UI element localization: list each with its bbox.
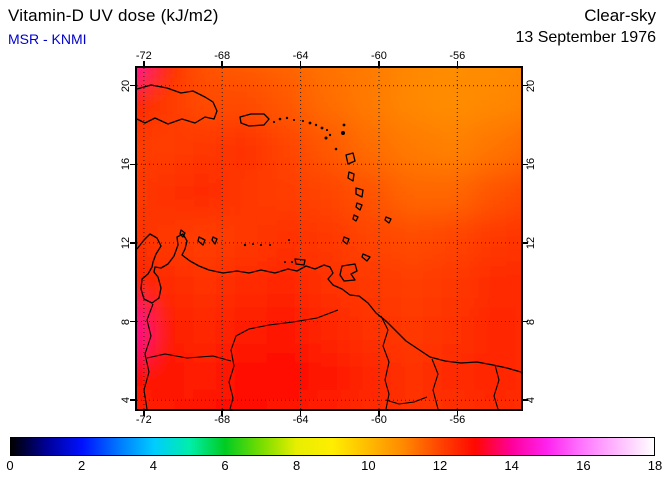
colorbar-gradient [11,438,654,455]
axis-tick [378,411,380,416]
page-title: Vitamin-D UV dose (kJ/m2) [8,6,219,25]
axis-tick [456,411,459,416]
axis-tick [221,61,223,66]
axis-tick-label: -60 [371,50,387,62]
heatmap-svg [137,68,521,409]
axis-tick [299,411,302,416]
colorbar-tick-label: 4 [149,458,157,473]
axis-tick-label: -56 [449,50,466,62]
colorbar-tick-label: 12 [432,458,448,473]
axis-tick [523,163,528,166]
colorbar-tick-label: 14 [504,458,519,473]
axis-tick-label: -56 [449,414,466,426]
map-plot [135,66,523,411]
colorbar-tick-label: 10 [361,458,376,473]
axis-tick-label: -68 [214,50,231,62]
axis-tick [523,399,528,401]
colorbar-tick-label: 18 [647,458,663,473]
colorbar-tick-label: 16 [576,458,591,473]
axis-tick [143,61,145,66]
header-condition: Clear-sky [584,6,656,25]
axis-tick [130,399,135,401]
axis-tick-label: -64 [292,414,309,426]
colorbar-tick-label: 0 [6,458,14,473]
axis-tick [523,84,528,87]
colorbar-tick-label: 6 [221,458,229,473]
axis-tick [130,84,135,87]
axis-tick-label: -64 [292,50,309,62]
axis-tick [130,163,135,166]
axis-tick [378,61,380,66]
axis-tick [299,61,302,66]
colorbar [10,437,655,456]
axis-tick [143,411,145,416]
header-date: 13 September 1976 [515,29,656,46]
axis-tick-label: -72 [135,414,152,426]
axis-tick-label: -68 [214,414,231,426]
axis-tick [523,242,528,244]
axis-tick-label: -60 [371,414,387,426]
axis-tick [130,320,135,323]
colorbar-tick-label: 8 [293,458,301,473]
axis-tick [130,242,135,244]
axis-tick [523,320,528,323]
axis-tick [456,61,459,66]
axis-tick [221,411,223,416]
colorbar-tick-label: 2 [78,458,86,473]
axis-tick-label: -72 [135,50,152,62]
header-source: MSR - KNMI [8,31,87,47]
